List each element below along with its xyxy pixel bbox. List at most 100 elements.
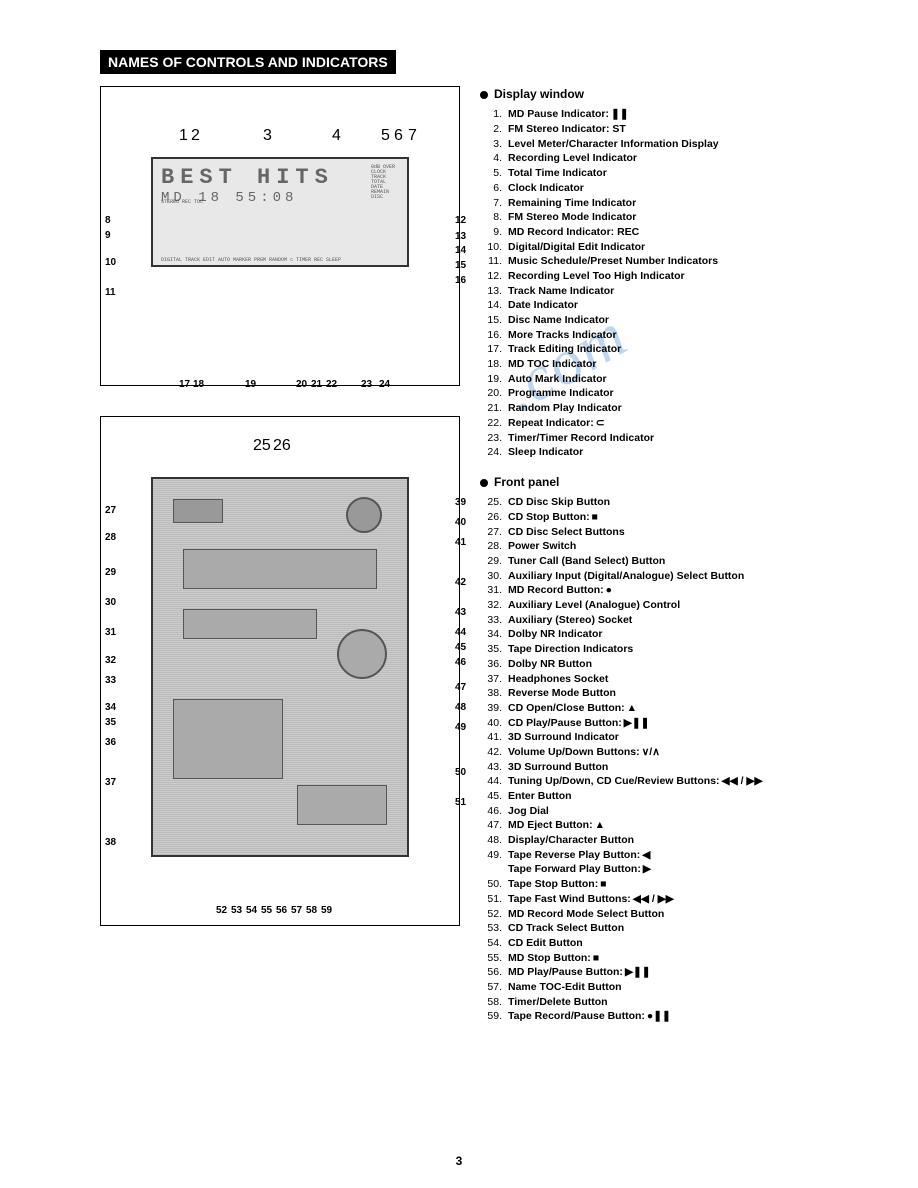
item-number: 37. <box>480 672 502 687</box>
item-label: Tape Reverse Play Button: <box>508 848 640 863</box>
item-label: MD Pause Indicator: <box>508 107 609 122</box>
item-label: Tape Stop Button: <box>508 877 598 892</box>
callout-number: 19 <box>245 379 256 390</box>
item-label: CD Track Select Button <box>508 921 624 936</box>
item-label: Programme Indicator <box>508 386 614 401</box>
item-number: 38. <box>480 686 502 701</box>
list-item: 30.Auxiliary Input (Digital/Analogue) Se… <box>480 569 818 584</box>
callout-number: 50 <box>455 767 466 778</box>
item-number: 32. <box>480 598 502 613</box>
list-item: 34.Dolby NR Indicator <box>480 627 818 642</box>
item-number: 51. <box>480 892 502 907</box>
panel-element <box>173 499 223 523</box>
list-item: 25.CD Disc Skip Button <box>480 495 818 510</box>
item-label: Dolby NR Indicator <box>508 627 603 642</box>
item-number: 13. <box>480 284 502 299</box>
callout-number: 21 <box>311 379 322 390</box>
panel-dial <box>346 497 382 533</box>
item-number: 55. <box>480 951 502 966</box>
list-item: 45.Enter Button <box>480 789 818 804</box>
callout-number: 31 <box>105 627 116 638</box>
item-label: Timer/Delete Button <box>508 995 608 1010</box>
bullet-icon <box>480 91 488 99</box>
callout-number: 12 <box>455 215 466 226</box>
item-label: Enter Button <box>508 789 572 804</box>
callout-number: 49 <box>455 722 466 733</box>
callout-number: 55 <box>261 905 272 916</box>
bullet-icon <box>480 479 488 487</box>
callout-number: 42 <box>455 577 466 588</box>
callout-number: 28 <box>105 532 116 543</box>
item-symbol: ● <box>606 583 612 598</box>
item-label: CD Open/Close Button: <box>508 701 625 716</box>
item-number: 15. <box>480 313 502 328</box>
list-item: 22.Repeat Indicator: ⊂ <box>480 416 818 431</box>
item-label: Tuner Call (Band Select) Button <box>508 554 665 569</box>
callout-number: 45 <box>455 642 466 653</box>
item-symbol: ⊂ <box>596 416 605 431</box>
list-item: 46.Jog Dial <box>480 804 818 819</box>
list-item: 28.Power Switch <box>480 539 818 554</box>
tiny-left: STEREO REC TOC <box>155 199 209 205</box>
list-item: 35.Tape Direction Indicators <box>480 642 818 657</box>
page-title-bar: NAMES OF CONTROLS AND INDICATORS <box>100 50 396 74</box>
item-number: 24. <box>480 445 502 460</box>
callout-number: 4 <box>332 127 341 145</box>
list-item: 44.Tuning Up/Down, CD Cue/Review Buttons… <box>480 774 818 789</box>
item-symbol: ■ <box>592 510 598 525</box>
list-item: 20.Programme Indicator <box>480 386 818 401</box>
list-item: 32.Auxiliary Level (Analogue) Control <box>480 598 818 613</box>
item-number: 22. <box>480 416 502 431</box>
item-number: 43. <box>480 760 502 775</box>
item-label: Tuning Up/Down, CD Cue/Review Buttons: <box>508 774 720 789</box>
list-item: 11.Music Schedule/Preset Number Indicato… <box>480 254 818 269</box>
section-heading-text: Display window <box>494 86 584 103</box>
callout-number: 59 <box>321 905 332 916</box>
item-symbol: ∨/∧ <box>642 745 660 760</box>
item-label: Date Indicator <box>508 298 578 313</box>
callout-number: 53 <box>231 905 242 916</box>
item-label: CD Stop Button: <box>508 510 590 525</box>
item-number: 33. <box>480 613 502 628</box>
item-number: 47. <box>480 818 502 833</box>
list-item: 23.Timer/Timer Record Indicator <box>480 431 818 446</box>
item-list: 25.CD Disc Skip Button26.CD Stop Button:… <box>480 495 818 1024</box>
callout-number: 32 <box>105 655 116 666</box>
item-number: 17. <box>480 342 502 357</box>
list-item: 13.Track Name Indicator <box>480 284 818 299</box>
list-item: 1.MD Pause Indicator: ❚❚ <box>480 107 818 122</box>
callout-number: 56 <box>276 905 287 916</box>
list-item: 37.Headphones Socket <box>480 672 818 687</box>
item-number: 27. <box>480 525 502 540</box>
list-item: 49.Tape Reverse Play Button: ◀ <box>480 848 818 863</box>
item-label: Music Schedule/Preset Number Indicators <box>508 254 718 269</box>
item-number: 4. <box>480 151 502 166</box>
item-number <box>480 862 502 877</box>
list-item: 27.CD Disc Select Buttons <box>480 525 818 540</box>
item-label: Auto Mark Indicator <box>508 372 607 387</box>
callout-number: 34 <box>105 702 116 713</box>
item-label: More Tracks Indicator <box>508 328 617 343</box>
tape-door <box>173 699 283 779</box>
item-list: 1.MD Pause Indicator: ❚❚2.FM Stereo Indi… <box>480 107 818 460</box>
item-label: MD Stop Button: <box>508 951 591 966</box>
list-item: 3.Level Meter/Character Information Disp… <box>480 137 818 152</box>
item-number: 42. <box>480 745 502 760</box>
front-panel-diagram: 2526 272829303132333435363738 3940414243… <box>100 416 460 926</box>
item-number: 39. <box>480 701 502 716</box>
list-item: Tape Forward Play Button: ▶ <box>480 862 818 877</box>
list-item: 55.MD Stop Button: ■ <box>480 951 818 966</box>
item-label: Timer/Timer Record Indicator <box>508 431 654 446</box>
item-label: CD Edit Button <box>508 936 583 951</box>
list-item: 14.Date Indicator <box>480 298 818 313</box>
item-label: MD Record Mode Select Button <box>508 907 664 922</box>
list-item: 18.MD TOC Indicator <box>480 357 818 372</box>
item-number: 31. <box>480 583 502 598</box>
section-heading: Front panel <box>480 474 818 491</box>
item-number: 30. <box>480 569 502 584</box>
item-number: 40. <box>480 716 502 731</box>
jog-dial-graphic <box>337 629 387 679</box>
callout-number: 41 <box>455 537 466 548</box>
item-number: 3. <box>480 137 502 152</box>
item-number: 59. <box>480 1009 502 1024</box>
